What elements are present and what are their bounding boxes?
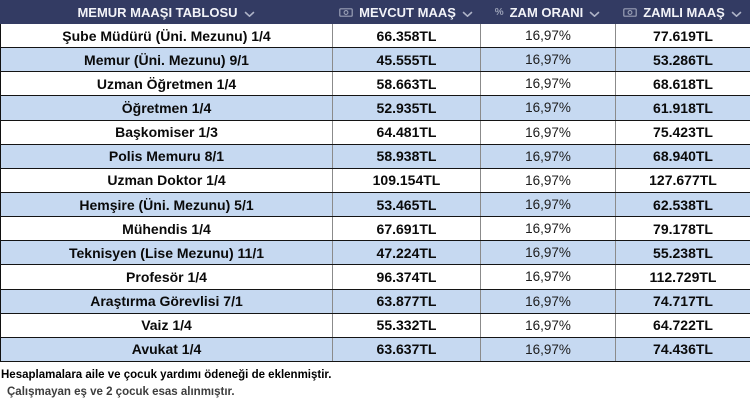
cell-job-title: Vaiz 1/4 — [0, 313, 332, 337]
table-row: Polis Memuru 8/1 58.938TL 16,97% 68.940T… — [0, 144, 750, 169]
cell-current-salary: 63.877TL — [332, 289, 480, 313]
cell-raise-rate: 16,97% — [480, 265, 615, 289]
header-col-current[interactable]: MEVCUT MAAŞ — [332, 0, 480, 24]
cell-job-title: Hemşire (Üni. Mezunu) 5/1 — [0, 192, 332, 217]
cell-raise-rate: 16,97% — [480, 24, 615, 48]
cell-current-salary: 96.374TL — [332, 265, 480, 289]
cell-raise-rate: 16,97% — [480, 48, 615, 72]
cell-raised-salary: 75.423TL — [615, 120, 750, 144]
cell-job-title: Profesör 1/4 — [0, 265, 332, 289]
cell-raise-rate: 16,97% — [480, 72, 615, 96]
header-col-current-label: MEVCUT MAAŞ — [359, 4, 456, 20]
cell-raise-rate: 16,97% — [480, 337, 615, 361]
cell-raised-salary: 68.940TL — [615, 144, 750, 168]
cell-raised-salary: 55.238TL — [615, 241, 750, 265]
cell-raise-rate: 16,97% — [480, 289, 615, 313]
header-col-raised[interactable]: ZAMLI MAAŞ — [615, 0, 750, 24]
cell-job-title: Uzman Doktor 1/4 — [0, 168, 332, 192]
cell-raise-rate: 16,97% — [480, 168, 615, 192]
cell-raised-salary: 53.286TL — [615, 48, 750, 72]
footnote-assumptions: Çalışmayan eş ve 2 çocuk esas alınmıştır… — [7, 385, 235, 398]
table-row: Araştırma Görevlisi 7/1 63.877TL 16,97% … — [0, 289, 750, 314]
cell-raised-salary: 64.722TL — [615, 313, 750, 337]
cell-current-salary: 64.481TL — [332, 120, 480, 144]
table-row: Başkomiser 1/3 64.481TL 16,97% 75.423TL — [0, 120, 750, 145]
table-row: Mühendis 1/4 67.691TL 16,97% 79.178TL — [0, 217, 750, 242]
table-row: Memur (Üni. Mezunu) 9/1 45.555TL 16,97% … — [0, 48, 750, 73]
cell-current-salary: 52.935TL — [332, 96, 480, 120]
cell-raised-salary: 77.619TL — [615, 24, 750, 48]
cell-current-salary: 58.663TL — [332, 72, 480, 96]
table-row: Uzman Doktor 1/4 109.154TL 16,97% 127.67… — [0, 168, 750, 193]
table-row: Hemşire (Üni. Mezunu) 5/1 53.465TL 16,97… — [0, 192, 750, 218]
cell-job-title: Şube Müdürü (Üni. Mezunu) 1/4 — [0, 24, 332, 48]
cell-raise-rate: 16,97% — [480, 217, 615, 241]
cell-current-salary: 53.465TL — [332, 192, 480, 217]
cell-current-salary: 45.555TL — [332, 48, 480, 72]
table-row: Vaiz 1/4 55.332TL 16,97% 64.722TL — [0, 313, 750, 338]
footnote-family-allowance: Hesaplamalara aile ve çocuk yardımı öden… — [1, 368, 332, 381]
header-col-rate[interactable]: % ZAM ORANI — [480, 0, 615, 24]
cell-current-salary: 66.358TL — [332, 24, 480, 48]
cell-raise-rate: 16,97% — [480, 241, 615, 265]
cell-current-salary: 47.224TL — [332, 241, 480, 265]
header-col-rate-label: ZAM ORANI — [509, 4, 584, 20]
cell-current-salary: 109.154TL — [332, 168, 480, 192]
table-row: Profesör 1/4 96.374TL 16,97% 112.729TL — [0, 265, 750, 290]
cell-job-title: Teknisyen (Lise Mezunu) 11/1 — [0, 241, 332, 265]
percent-icon: % — [494, 7, 504, 18]
cell-raised-salary: 127.677TL — [615, 168, 750, 192]
table-header-row: MEMUR MAAŞI TABLOSU MEVCUT MAAŞ % ZAM OR… — [0, 0, 750, 24]
cell-job-title: Avukat 1/4 — [0, 337, 332, 361]
cell-job-title: Başkomiser 1/3 — [0, 120, 332, 144]
cell-current-salary: 67.691TL — [332, 217, 480, 241]
cell-raise-rate: 16,97% — [480, 144, 615, 168]
cell-raise-rate: 16,97% — [480, 192, 615, 217]
banknote-icon — [339, 5, 353, 20]
salary-table: MEMUR MAAŞI TABLOSU MEVCUT MAAŞ % ZAM OR… — [0, 0, 750, 362]
cell-current-salary: 63.637TL — [332, 337, 480, 361]
cell-raised-salary: 74.717TL — [615, 289, 750, 313]
header-col-title[interactable]: MEMUR MAAŞI TABLOSU — [0, 0, 332, 24]
cell-job-title: Memur (Üni. Mezunu) 9/1 — [0, 48, 332, 72]
cell-raised-salary: 74.436TL — [615, 337, 750, 361]
table-body: Şube Müdürü (Üni. Mezunu) 1/4 66.358TL 1… — [0, 24, 750, 362]
chevron-down-icon — [244, 6, 255, 21]
footnotes: Hesaplamalara aile ve çocuk yardımı öden… — [0, 362, 750, 401]
chevron-down-icon — [589, 6, 600, 21]
cell-raise-rate: 16,97% — [480, 120, 615, 144]
cell-current-salary: 58.938TL — [332, 144, 480, 168]
cell-raised-salary: 112.729TL — [615, 265, 750, 289]
cell-job-title: Öğretmen 1/4 — [0, 96, 332, 120]
cell-raise-rate: 16,97% — [480, 96, 615, 120]
cell-job-title: Polis Memuru 8/1 — [0, 144, 332, 168]
table-row: Teknisyen (Lise Mezunu) 11/1 47.224TL 16… — [0, 241, 750, 266]
table-row: Uzman Öğretmen 1/4 58.663TL 16,97% 68.61… — [0, 72, 750, 97]
cell-raised-salary: 61.918TL — [615, 96, 750, 120]
cell-raised-salary: 79.178TL — [615, 217, 750, 241]
cell-current-salary: 55.332TL — [332, 313, 480, 337]
chevron-down-icon — [731, 6, 742, 21]
cell-job-title: Mühendis 1/4 — [0, 217, 332, 241]
header-col-title-label: MEMUR MAAŞI TABLOSU — [77, 4, 238, 20]
cell-raise-rate: 16,97% — [480, 313, 615, 337]
cell-job-title: Araştırma Görevlisi 7/1 — [0, 289, 332, 313]
cell-job-title: Uzman Öğretmen 1/4 — [0, 72, 332, 96]
cell-raised-salary: 68.618TL — [615, 72, 750, 96]
table-row: Öğretmen 1/4 52.935TL 16,97% 61.918TL — [0, 96, 750, 121]
chevron-down-icon — [462, 6, 473, 21]
cell-raised-salary: 62.538TL — [615, 192, 750, 217]
table-row: Avukat 1/4 63.637TL 16,97% 74.436TL — [0, 337, 750, 362]
banknote-icon — [623, 5, 637, 20]
table-row: Şube Müdürü (Üni. Mezunu) 1/4 66.358TL 1… — [0, 24, 750, 49]
header-col-raised-label: ZAMLI MAAŞ — [643, 4, 725, 20]
